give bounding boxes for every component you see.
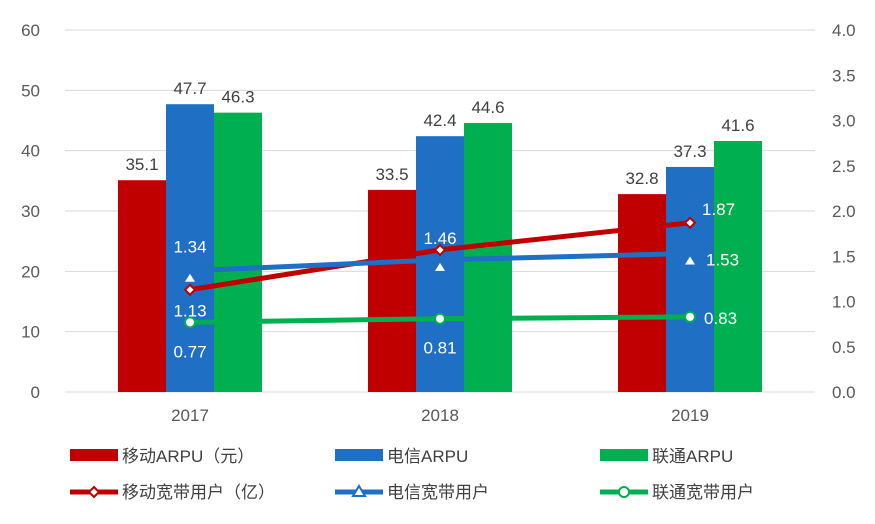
left-axis-tick: 40: [21, 142, 40, 161]
bar-label: 35.1: [125, 155, 158, 174]
bar-label: 41.6: [721, 116, 754, 135]
bar-label: 47.7: [173, 79, 206, 98]
line-label: 1.87: [702, 200, 735, 219]
circle-marker: [184, 316, 196, 329]
triangle-marker: [685, 256, 695, 265]
right-axis-tick: 2.5: [832, 157, 856, 176]
line-label: 1.46: [423, 229, 456, 248]
line-label: 1.13: [173, 302, 206, 321]
diamond-marker: [183, 283, 197, 297]
bar-label: 46.3: [221, 88, 254, 107]
legend-label: 移动宽带用户（亿）: [122, 483, 275, 502]
bar-0-1: [368, 189, 416, 392]
bar-label: 33.5: [375, 165, 408, 184]
bar-label: 32.8: [625, 169, 658, 188]
left-axis-tick: 30: [21, 202, 40, 221]
left-axis-tick: 60: [21, 21, 40, 40]
circle-marker: [434, 312, 446, 325]
diamond-marker: [433, 243, 447, 257]
circle-marker: [684, 310, 696, 323]
diamond-marker: [683, 216, 697, 230]
legend-triangle-icon: [351, 484, 367, 497]
bar-label: 42.4: [423, 111, 456, 130]
triangle-marker: [435, 262, 445, 271]
right-axis-tick: 0.0: [832, 383, 856, 402]
legend-swatch: [70, 449, 118, 461]
legend-label: 联通ARPU: [652, 447, 733, 466]
legend-label: 移动ARPU（元）: [122, 447, 254, 466]
left-axis-tick: 10: [21, 323, 40, 342]
line-label: 1.34: [173, 238, 206, 257]
x-axis-tick: 2019: [671, 406, 709, 425]
x-axis-tick: 2018: [421, 406, 459, 425]
bar-1-2: [666, 166, 714, 392]
bar-label: 37.3: [673, 142, 706, 161]
legend-swatch: [335, 449, 383, 461]
line-label: 0.77: [173, 342, 206, 361]
right-axis-tick: 0.5: [832, 338, 856, 357]
bar-label: 44.6: [471, 98, 504, 117]
right-axis-tick: 3.0: [832, 112, 856, 131]
legend-diamond-icon: [87, 485, 101, 499]
bar-0-0: [118, 180, 166, 392]
bar-1-0: [166, 104, 214, 393]
line-label: 0.81: [423, 339, 456, 358]
legend-label: 电信ARPU: [387, 447, 468, 466]
right-axis-tick: 3.5: [832, 66, 856, 85]
right-axis-tick: 2.0: [832, 202, 856, 221]
right-axis-tick: 1.0: [832, 293, 856, 312]
bar-2-2: [714, 141, 762, 392]
line-label: 1.53: [706, 251, 739, 270]
right-axis-tick: 4.0: [832, 21, 856, 40]
left-axis-tick: 50: [21, 81, 40, 100]
line-label: 0.83: [704, 309, 737, 328]
legend-label: 联通宽带用户: [652, 483, 754, 502]
x-axis-tick: 2017: [171, 406, 209, 425]
line-1: [189, 251, 691, 274]
left-axis-tick: 0: [31, 383, 40, 402]
right-axis-tick: 1.5: [832, 247, 856, 266]
legend-label: 电信宽带用户: [387, 483, 489, 502]
legend-circle-icon: [618, 486, 630, 498]
legend-swatch: [600, 449, 648, 461]
bar-2-0: [214, 112, 262, 392]
left-axis-tick: 20: [21, 262, 40, 281]
triangle-marker: [185, 273, 195, 282]
